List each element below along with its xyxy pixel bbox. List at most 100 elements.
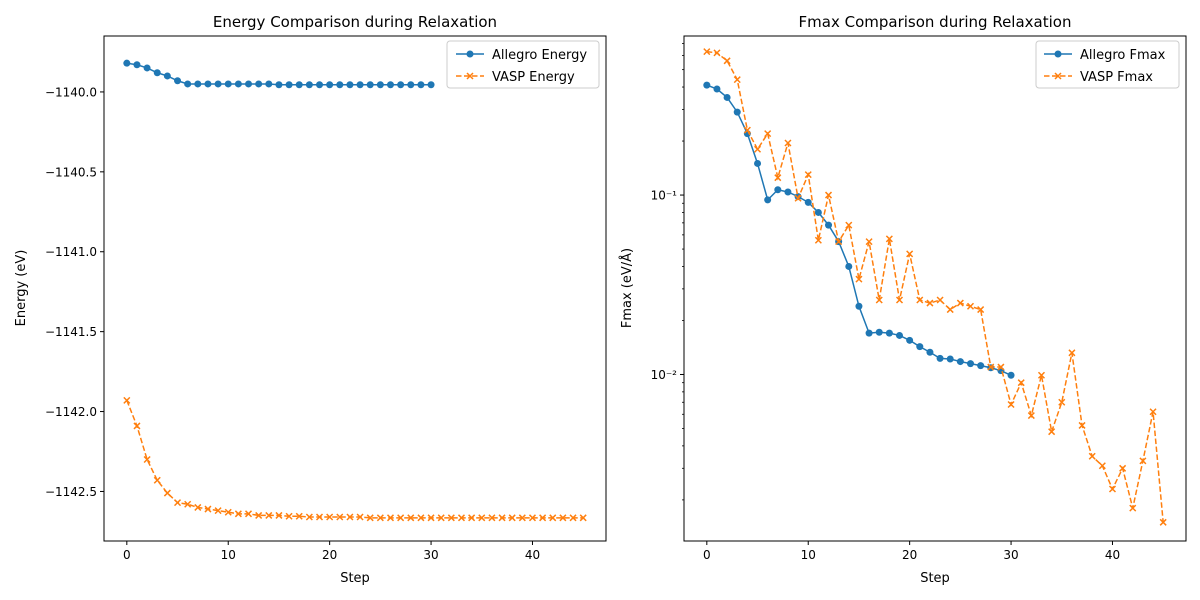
vasp-fmax-point	[774, 174, 782, 182]
fmax-chart: 0 10 20 30 40 10⁻¹ 10⁻² Fmax Comparison during…	[619, 13, 1187, 586]
energy-y-axis-label: Energy (eV)	[14, 250, 29, 327]
vasp-energy-point	[427, 514, 435, 522]
energy-y-tick-label: −1140.5	[45, 165, 97, 179]
vasp-fmax-point	[1037, 371, 1046, 379]
vasp-fmax-point	[824, 191, 833, 199]
vasp-energy-point	[275, 511, 283, 519]
vasp-energy-point	[407, 514, 415, 522]
vasp-fmax-point	[885, 235, 893, 243]
energy-chart-marks	[123, 59, 587, 522]
vasp-fmax-point	[865, 238, 873, 246]
allegro-energy-point	[143, 64, 151, 72]
energy-y-tick-label: −1141.0	[45, 245, 97, 259]
vasp-fmax-point	[1017, 379, 1025, 387]
fmax-chart-title: Fmax Comparison during Relaxation	[799, 13, 1072, 31]
vasp-energy-point	[204, 505, 212, 513]
fmax-chart-marks	[703, 48, 1167, 526]
vasp-fmax-point	[784, 139, 792, 147]
vasp-fmax-point	[794, 194, 802, 202]
fmax-x-axis-label: Step	[920, 571, 950, 586]
vasp-fmax-point	[946, 306, 954, 314]
vasp-fmax-point	[997, 363, 1005, 371]
vasp-fmax-point	[936, 296, 944, 304]
vasp-energy-point	[133, 422, 141, 430]
vasp-fmax-point	[814, 236, 822, 244]
allegro-fmax-point	[896, 331, 904, 339]
legend-marker-allegro-fmax	[1054, 50, 1062, 58]
vasp-fmax-point	[987, 363, 995, 371]
fmax-x-tick-label: 30	[1003, 548, 1018, 562]
vasp-energy-point	[265, 511, 273, 519]
allegro-fmax-point	[784, 188, 792, 196]
legend-label-allegro-fmax: Allegro Fmax	[1080, 48, 1166, 63]
vasp-energy-point	[518, 514, 526, 522]
allegro-fmax-point	[966, 360, 974, 368]
vasp-fmax-point	[733, 76, 741, 84]
allegro-fmax-point	[703, 81, 711, 89]
energy-legend: Allegro Energy VASP Energy	[446, 40, 600, 89]
legend-marker-vasp-energy	[466, 72, 474, 80]
energy-x-axis-label: Step	[340, 571, 370, 586]
vasp-fmax-point	[875, 296, 883, 304]
vasp-fmax-point	[1149, 408, 1157, 416]
vasp-fmax-point	[1108, 485, 1117, 493]
legend-label-vasp-energy: VASP Energy	[492, 70, 575, 85]
vasp-fmax-point	[845, 221, 853, 229]
fmax-x-tick-label: 0	[703, 548, 711, 562]
vasp-energy-point	[569, 514, 577, 522]
energy-x-tick-label: 40	[525, 548, 540, 562]
allegro-energy-point	[326, 81, 334, 89]
energy-x-tick-label: 0	[123, 548, 131, 562]
fmax-x-tick-label: 10	[801, 548, 816, 562]
vasp-energy-point	[123, 396, 131, 404]
allegro-fmax-point	[774, 186, 782, 194]
fmax-y-tick-label: 10⁻²	[651, 368, 678, 382]
vasp-fmax-point	[966, 302, 975, 310]
vasp-energy-point	[346, 513, 354, 521]
vasp-energy-point	[417, 514, 425, 522]
legend-label-allegro-energy: Allegro Energy	[492, 48, 587, 63]
vasp-fmax-point	[1007, 400, 1015, 409]
allegro-energy-point	[386, 81, 394, 89]
vasp-fmax-point	[1068, 349, 1076, 357]
vasp-energy-point	[498, 514, 506, 522]
vasp-fmax-point	[764, 130, 772, 138]
vasp-energy-point	[468, 514, 476, 522]
vasp-energy-point	[559, 514, 567, 522]
vasp-fmax-point	[1098, 462, 1106, 470]
allegro-energy-point	[153, 69, 161, 77]
fmax-y-axis-label: Fmax (eV/Å)	[619, 248, 635, 328]
allegro-fmax-point	[1007, 371, 1015, 379]
vasp-energy-point	[488, 514, 496, 522]
vasp-energy-point	[244, 510, 253, 518]
allegro-energy-point	[376, 81, 384, 89]
allegro-fmax-point	[956, 358, 964, 366]
allegro-fmax-point	[946, 355, 954, 363]
allegro-energy-point	[316, 81, 324, 89]
fmax-x-tick-label: 40	[1105, 548, 1120, 562]
vasp-energy-point	[224, 508, 232, 516]
energy-x-tick-label: 10	[221, 548, 236, 562]
allegro-energy-point	[194, 80, 202, 88]
allegro-fmax-point	[865, 329, 873, 337]
vasp-energy-point	[386, 514, 395, 522]
allegro-fmax-point	[723, 93, 731, 101]
vasp-energy-point	[397, 514, 405, 522]
vasp-energy-point	[366, 514, 374, 522]
allegro-fmax-point	[733, 108, 741, 116]
vasp-fmax-point	[916, 296, 924, 304]
vasp-fmax-point	[1129, 504, 1137, 512]
vasp-fmax-point	[1139, 457, 1147, 465]
vasp-fmax-point	[895, 296, 904, 304]
energy-x-tick-label: 20	[322, 548, 337, 562]
allegro-energy-point	[174, 77, 182, 85]
allegro-fmax-point	[855, 302, 863, 310]
energy-plot-frame	[103, 35, 607, 542]
allegro-energy-point	[356, 81, 364, 89]
vasp-energy-point	[214, 507, 222, 515]
vasp-energy-point	[153, 476, 161, 484]
vasp-fmax-point	[855, 275, 863, 283]
vasp-energy-point	[194, 503, 202, 511]
vasp-energy-point	[336, 513, 344, 521]
vasp-energy-point	[326, 513, 334, 521]
